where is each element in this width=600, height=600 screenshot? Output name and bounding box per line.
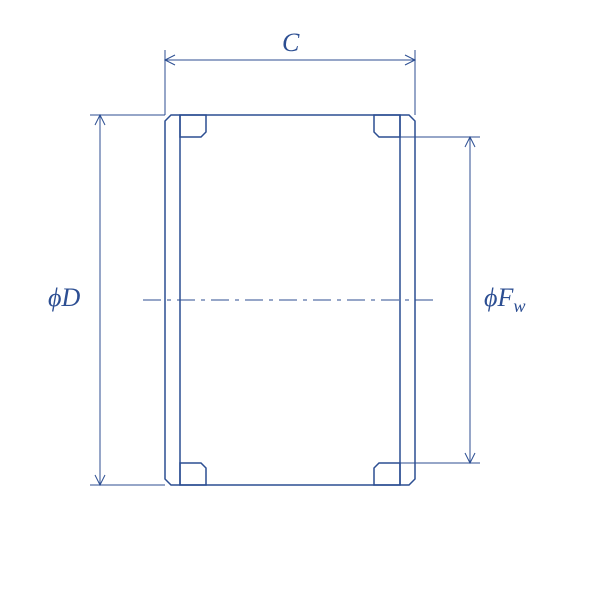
dim-label-c-text: C (282, 28, 299, 57)
dim-label-c: C (282, 28, 299, 58)
diagram-canvas: C ϕD ϕFw (0, 0, 600, 600)
dim-label-d-text: D (61, 283, 80, 312)
dim-label-fw: ϕFw (484, 283, 526, 317)
dim-label-fw-prefix: ϕ (484, 283, 497, 312)
dim-label-fw-text: F (497, 283, 513, 312)
dim-label-d-prefix: ϕ (48, 283, 61, 312)
dim-label-fw-sub: w (513, 296, 525, 316)
dim-label-d: ϕD (48, 283, 80, 313)
